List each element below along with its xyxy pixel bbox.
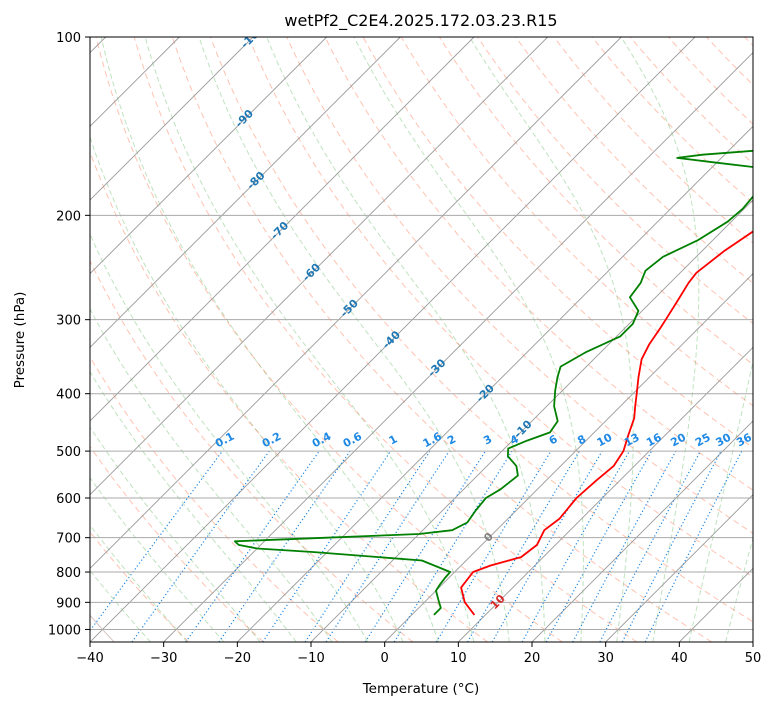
x-tick-label: −40 bbox=[76, 651, 103, 666]
axes-layer: −40 −30 −20 −10 0 10 20 30 40 50 100 200 300 400 500 60… bbox=[48, 31, 761, 666]
isotherm bbox=[90, 37, 401, 348]
isotherm bbox=[90, 37, 548, 496]
moist-adiabat bbox=[144, 37, 475, 642]
mixing-ratio-line bbox=[435, 450, 552, 642]
mixing-ratio-label: 25 bbox=[693, 431, 713, 450]
isotherm bbox=[237, 125, 753, 642]
moist-adiabat bbox=[688, 358, 753, 642]
y-tick-label: 900 bbox=[56, 596, 81, 611]
dry-adiabat bbox=[248, 37, 753, 578]
y-tick-label: 500 bbox=[56, 445, 81, 460]
x-tick-label: −20 bbox=[224, 651, 251, 666]
y-tick-label: 200 bbox=[56, 209, 81, 224]
mixing-ratio-label: 13 bbox=[622, 431, 642, 450]
moist-adiabat bbox=[198, 37, 510, 642]
moist-adiabat bbox=[620, 37, 700, 642]
mixing-ratio-label: 10 bbox=[595, 431, 615, 450]
moist-adiabat bbox=[90, 476, 225, 642]
mixing-ratio-line bbox=[90, 450, 223, 632]
mixing-ratio-label: 30 bbox=[714, 431, 734, 450]
dry-adiabat bbox=[133, 37, 638, 642]
isotherm bbox=[605, 494, 753, 642]
y-tick-label: 600 bbox=[56, 492, 81, 507]
mixing-ratio-line bbox=[644, 450, 743, 642]
y-tick-label: 100 bbox=[56, 31, 81, 46]
mixing-ratio-line bbox=[491, 450, 603, 642]
isotherm bbox=[90, 37, 696, 642]
temperature-line bbox=[460, 230, 753, 616]
dry-adiabat bbox=[210, 37, 753, 623]
dry-adiabat bbox=[90, 445, 264, 642]
dewpoint-line bbox=[234, 149, 753, 616]
plot-frame bbox=[89, 36, 754, 643]
moist-adiabat bbox=[90, 135, 404, 642]
isotherm bbox=[752, 641, 753, 642]
mixing-ratio-label: 16 bbox=[644, 431, 664, 450]
y-tick-label: 400 bbox=[56, 388, 81, 403]
dry-adiabat bbox=[95, 37, 563, 642]
isotherm bbox=[90, 37, 254, 201]
dry-adiabat bbox=[324, 37, 753, 491]
x-tick-label: 10 bbox=[450, 651, 467, 666]
x-tick-label: 40 bbox=[671, 651, 688, 666]
chart-title: wetPf2_C2E4.2025.172.03.23.R15 bbox=[284, 11, 557, 31]
dry-adiabat bbox=[515, 37, 753, 284]
mixing-ratio-line bbox=[262, 450, 392, 642]
mixing-ratio-label: 20 bbox=[668, 431, 688, 450]
moist-adiabat bbox=[90, 232, 369, 642]
mixing-ratio-line bbox=[393, 450, 513, 642]
moist-adiabat bbox=[266, 37, 546, 642]
moist-adiabat bbox=[100, 37, 439, 642]
mixing-ratio-line bbox=[599, 450, 702, 642]
series-layer bbox=[234, 149, 753, 616]
isotherm-label: 30 bbox=[540, 686, 560, 706]
isotherm bbox=[458, 346, 753, 642]
isotherm bbox=[90, 37, 327, 275]
x-tick-label: 0 bbox=[381, 651, 389, 666]
x-tick-label: 50 bbox=[745, 651, 762, 666]
isotherm bbox=[384, 273, 753, 642]
moist-adiabat bbox=[353, 37, 584, 642]
dry-adiabat bbox=[90, 259, 414, 642]
isotherm bbox=[531, 420, 753, 642]
plot-area bbox=[90, 37, 753, 642]
moist-adiabat bbox=[725, 536, 753, 642]
x-tick-label: −30 bbox=[150, 651, 177, 666]
y-tick-label: 800 bbox=[56, 566, 81, 581]
mixing-ratio-line bbox=[131, 450, 270, 642]
y-tick-label: 300 bbox=[56, 314, 81, 329]
y-tick-label: 700 bbox=[56, 532, 81, 547]
x-tick-label: −10 bbox=[297, 651, 324, 666]
dry-adiabat bbox=[171, 37, 712, 642]
isotherm bbox=[163, 52, 753, 642]
x-tick-label: 30 bbox=[597, 651, 614, 666]
dry-adiabat bbox=[286, 37, 753, 534]
y-tick-label: 1000 bbox=[48, 623, 81, 638]
mixing-ratio-line bbox=[218, 450, 351, 642]
moist-adiabat bbox=[90, 308, 333, 642]
mixing-ratio-line bbox=[621, 450, 722, 642]
mixing-ratio-line bbox=[466, 450, 580, 642]
y-axis-label: Pressure (hPa) bbox=[12, 292, 28, 389]
isotherm bbox=[90, 37, 475, 422]
x-tick-label: 20 bbox=[524, 651, 541, 666]
moist-adiabat bbox=[90, 426, 261, 642]
mixing-ratio-label: 36 bbox=[734, 431, 754, 450]
isotherm bbox=[90, 37, 622, 569]
x-axis-label: Temperature (°C) bbox=[362, 681, 480, 697]
